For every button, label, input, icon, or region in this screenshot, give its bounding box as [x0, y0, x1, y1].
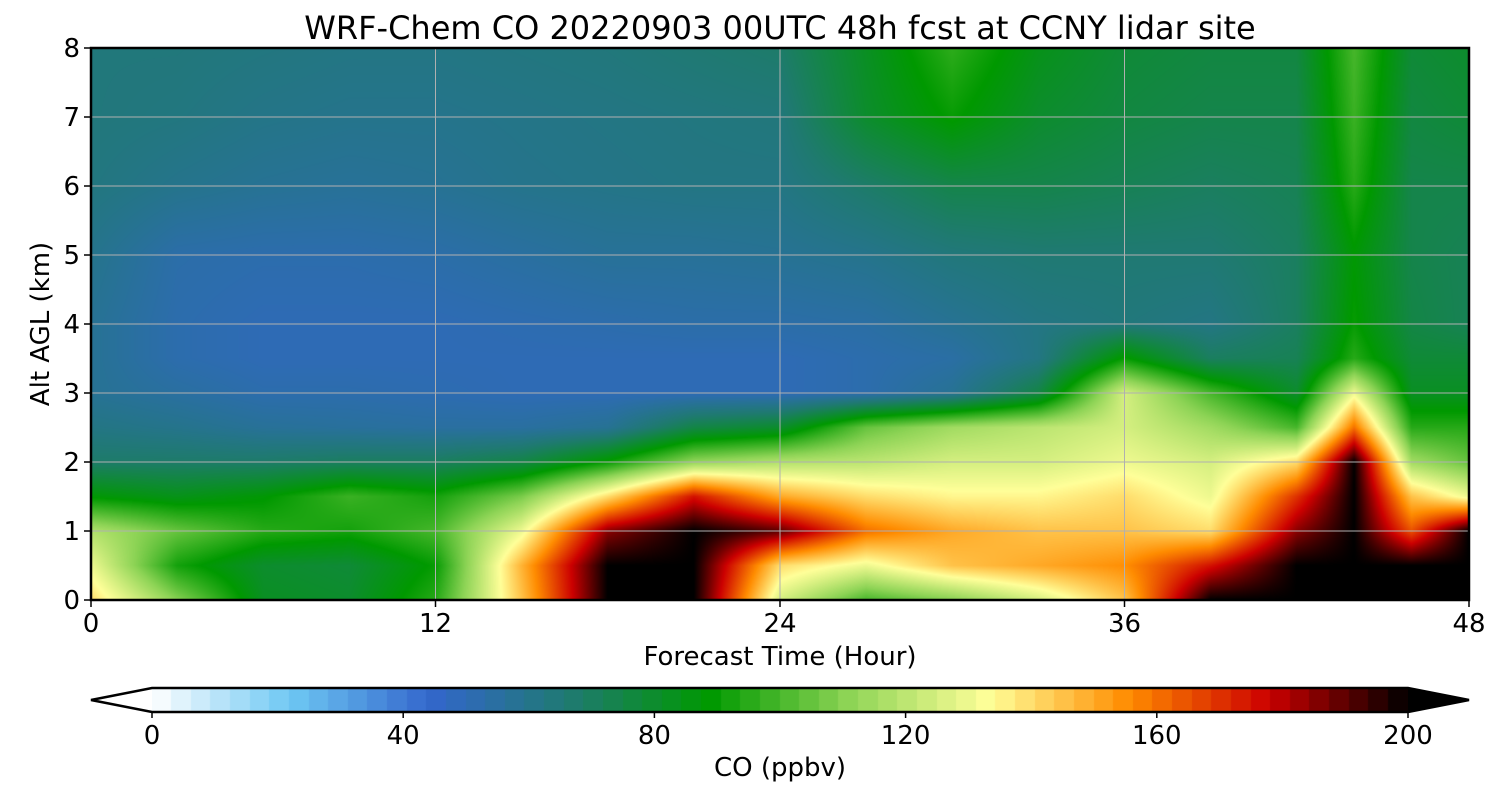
y-axis-ticks: 0 1 2 3 4 5 6 7 8 — [63, 34, 91, 616]
colorbar-tick-label: 200 — [1383, 721, 1433, 751]
x-tick-label: 0 — [83, 609, 100, 639]
x-tick-label: 48 — [1452, 609, 1485, 639]
y-axis-label: Alt AGL (km) — [26, 242, 56, 406]
colorbar-extend-low — [91, 688, 152, 712]
colorbar-tick-label: 80 — [638, 721, 671, 751]
colorbar-ticks: 0 40 80 120 160 200 — [144, 712, 1433, 751]
y-tick-label: 4 — [63, 310, 80, 340]
colorbar-canvas — [152, 688, 1408, 712]
y-tick-label: 1 — [63, 517, 80, 547]
chart-title: WRF-Chem CO 20220903 00UTC 48h fcst at C… — [304, 9, 1255, 47]
grid-lines — [91, 48, 1469, 600]
x-tick-label: 12 — [419, 609, 452, 639]
colorbar-label: CO (ppbv) — [714, 753, 846, 783]
x-axis-label: Forecast Time (Hour) — [643, 642, 916, 672]
x-tick-label: 24 — [763, 609, 796, 639]
colorbar-tick-label: 160 — [1132, 721, 1182, 751]
y-tick-label: 6 — [63, 172, 80, 202]
colorbar-tick-label: 120 — [881, 721, 931, 751]
colorbar-tick-label: 40 — [387, 721, 420, 751]
y-tick-label: 2 — [63, 448, 80, 478]
y-tick-label: 8 — [63, 34, 80, 64]
y-tick-label: 0 — [63, 586, 80, 616]
colorbar: 0 40 80 120 160 200 CO (ppbv) — [90, 686, 1470, 783]
y-tick-label: 3 — [63, 379, 80, 409]
colorbar-extend-high — [1408, 688, 1469, 712]
x-tick-label: 36 — [1108, 609, 1141, 639]
colorbar-tick-label: 0 — [144, 721, 161, 751]
colorbar-gradient — [152, 688, 1408, 712]
y-tick-label: 7 — [63, 103, 80, 133]
y-tick-label: 5 — [63, 241, 80, 271]
x-axis-ticks: 0 12 24 36 48 — [83, 600, 1486, 639]
